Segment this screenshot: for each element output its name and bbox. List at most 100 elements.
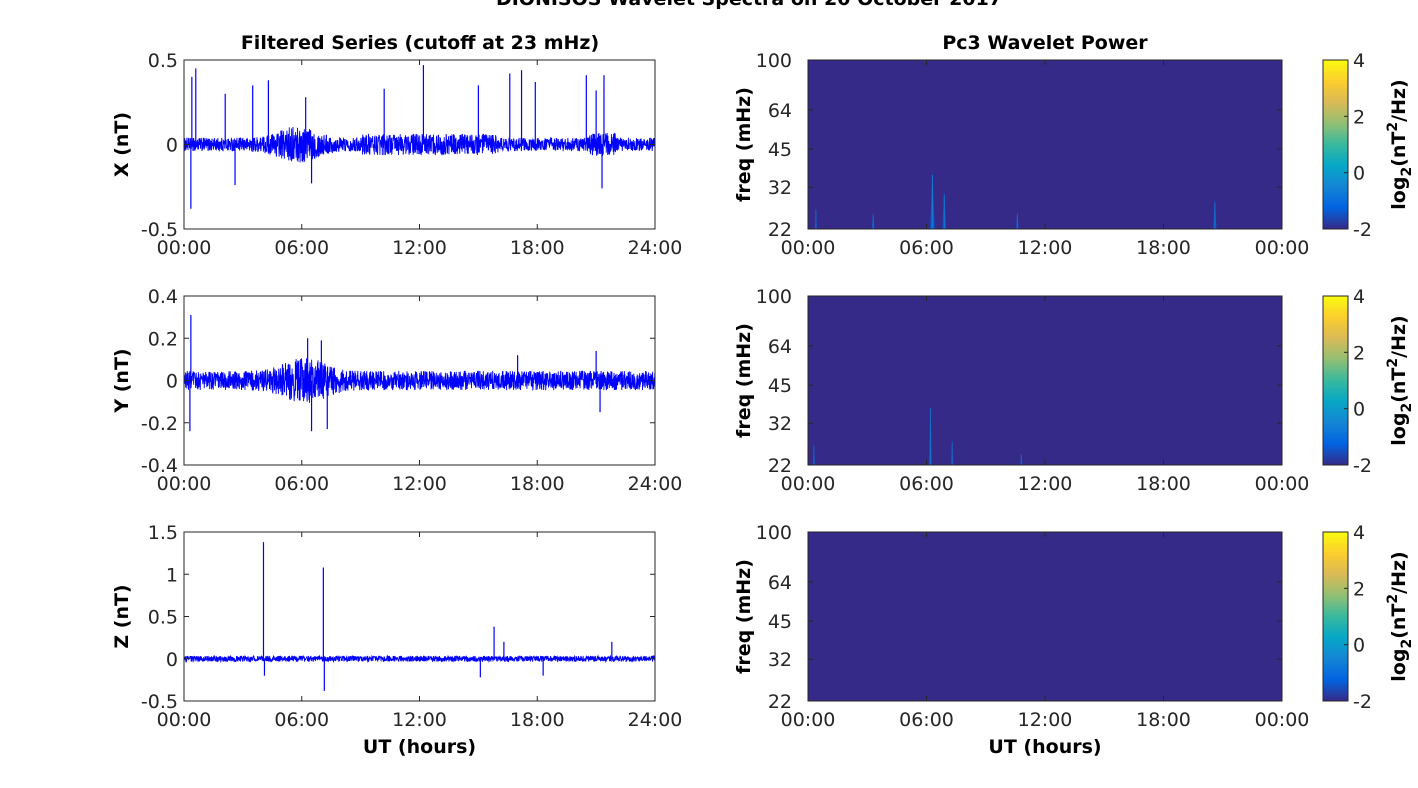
x-tick-label: 12:00: [1018, 709, 1073, 731]
x-tick-label: 00:00: [1255, 709, 1310, 731]
x-tick-label: 06:00: [274, 237, 329, 259]
y-tick-label: 45: [768, 611, 792, 633]
chart-0: 0.5 0 -0.500:00 06:00 12:00 18:00 24:00 X (nT): [111, 50, 682, 259]
y-axis-label: X (nT): [111, 112, 133, 177]
colorbar-tick-label: -2: [1353, 219, 1372, 241]
x-tick-label: 00:00: [157, 709, 212, 731]
y-tick-label: 100: [756, 286, 792, 308]
colorbar: 4 2 0 -2 log2(nT2/Hz): [1322, 50, 1415, 241]
colorbar-tick-label: 4: [1353, 522, 1365, 544]
y-tick-label: 0.5: [148, 50, 178, 72]
y-axis-label: Z (nT): [111, 584, 133, 648]
x-tick-label: 18:00: [510, 473, 565, 495]
y-tick-label: 0.4: [148, 286, 178, 308]
x-tick-label: 00:00: [157, 237, 212, 259]
x-tick-label: 00:00: [157, 473, 212, 495]
figure-title: DIONISOS Wavelet Spectra on 20 October 2…: [496, 0, 1002, 10]
y-tick-label: -0.5: [141, 219, 178, 241]
colorbar-gradient: [1322, 59, 1349, 230]
y-tick-label: 0: [166, 649, 178, 671]
y-tick-label: 100: [756, 522, 792, 544]
y-tick-label: 100: [756, 50, 792, 72]
colorbar-tick-label: 0: [1353, 635, 1365, 657]
colorbar-gradient: [1322, 531, 1349, 702]
colorbar-tick-label: 0: [1353, 163, 1365, 185]
colorbar-label: log2(nT2/Hz): [1385, 79, 1415, 209]
y-tick-label: 32: [768, 177, 792, 199]
x-axis-label: UT (hours): [988, 736, 1101, 758]
y-axis-label: freq (mHz): [733, 559, 755, 674]
right-column-title: Pc3 Wavelet Power: [942, 32, 1148, 54]
x-tick-label: 12:00: [392, 237, 447, 259]
series-line: [183, 654, 656, 664]
colorbar-tick-label: -2: [1353, 455, 1372, 477]
x-tick-label: 12:00: [392, 473, 447, 495]
colorbar-tick-label: 4: [1353, 50, 1365, 72]
series-line: [183, 127, 656, 163]
x-tick-label: 12:00: [392, 709, 447, 731]
colorbar-tick-label: 2: [1353, 578, 1365, 600]
colorbar-label: log2(nT2/Hz): [1385, 551, 1415, 681]
y-tick-label: 64: [768, 572, 792, 594]
colorbar: 4 2 0 -2 log2(nT2/Hz): [1322, 522, 1415, 713]
y-axis-label: freq (mHz): [733, 323, 755, 438]
y-tick-label: -0.5: [141, 691, 178, 713]
y-tick-label: 22: [768, 219, 792, 241]
x-tick-label: 12:00: [1018, 237, 1073, 259]
colorbar: 4 2 0 -2 log2(nT2/Hz): [1322, 286, 1415, 477]
y-tick-label: 45: [768, 139, 792, 161]
chart-2: 1.5 1 0.5 0 -0.500:00 06:00 12:00 18:00 24:00 Z (…: [111, 522, 682, 758]
x-tick-label: 24:00: [628, 709, 683, 731]
y-axis-label: freq (mHz): [733, 87, 755, 202]
y-tick-label: 45: [768, 375, 792, 397]
x-tick-label: 18:00: [510, 237, 565, 259]
colorbar-tick-label: -2: [1353, 691, 1372, 713]
x-tick-label: 24:00: [628, 473, 683, 495]
y-tick-label: -0.2: [141, 413, 178, 435]
chart-1: 0.4 0.2 0 -0.2 -0.400:00 06:00 12:00 18:00 24:00…: [111, 286, 682, 495]
x-tick-label: 18:00: [1136, 709, 1191, 731]
x-tick-label: 06:00: [274, 709, 329, 731]
x-tick-label: 18:00: [1136, 237, 1191, 259]
x-axis-label: UT (hours): [363, 736, 476, 758]
x-tick-label: 00:00: [781, 709, 836, 731]
x-tick-label: 06:00: [899, 709, 954, 731]
heatmap-background: [808, 532, 1282, 701]
y-tick-label: 32: [768, 649, 792, 671]
left-column-title: Filtered Series (cutoff at 23 mHz): [241, 32, 599, 54]
y-tick-label: 0.5: [148, 607, 178, 629]
colorbar-tick-label: 4: [1353, 286, 1365, 308]
heatmap-background: [808, 60, 1282, 229]
y-tick-label: 0: [166, 135, 178, 157]
colorbar-label: log2(nT2/Hz): [1385, 315, 1415, 445]
x-tick-label: 06:00: [274, 473, 329, 495]
y-tick-label: 32: [768, 413, 792, 435]
y-tick-label: 22: [768, 691, 792, 713]
colorbar-tick-label: 2: [1353, 106, 1365, 128]
y-tick-label: 0: [166, 371, 178, 393]
y-tick-label: -0.4: [141, 455, 178, 477]
x-tick-label: 12:00: [1018, 473, 1073, 495]
y-tick-label: 64: [768, 100, 792, 122]
y-axis-label: Y (nT): [111, 348, 133, 413]
x-tick-label: 00:00: [1255, 473, 1310, 495]
y-tick-label: 64: [768, 336, 792, 358]
x-tick-label: 06:00: [899, 473, 954, 495]
x-tick-label: 18:00: [1136, 473, 1191, 495]
series-line: [183, 358, 656, 403]
colorbar-tick-label: 2: [1353, 342, 1365, 364]
plot-area: [184, 532, 655, 701]
y-tick-label: 22: [768, 455, 792, 477]
panels: 0.50-0.500:00 06:00 12:00 18:00 24:00X (nT)1…: [111, 50, 1415, 758]
x-tick-label: 00:00: [781, 237, 836, 259]
x-tick-label: 00:00: [1255, 237, 1310, 259]
colorbar-gradient: [1322, 295, 1349, 466]
x-tick-label: 18:00: [510, 709, 565, 731]
heatmap-background: [808, 296, 1282, 465]
y-tick-label: 1.5: [148, 522, 178, 544]
y-tick-label: 1: [166, 564, 178, 586]
